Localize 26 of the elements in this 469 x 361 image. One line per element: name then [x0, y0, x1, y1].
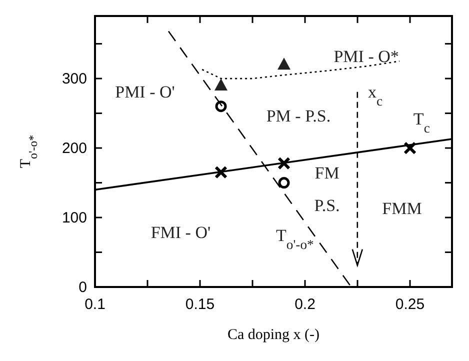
y-tick-label: 300 — [62, 70, 87, 88]
y-tick-label: 200 — [62, 140, 87, 158]
annotation: PM - P.S. — [266, 106, 331, 126]
point — [278, 58, 290, 70]
annotation: FM — [314, 164, 340, 183]
x-tick-label: 0.15 — [185, 296, 215, 313]
annotation: P.S. — [314, 196, 340, 216]
point — [278, 156, 290, 170]
point — [215, 100, 227, 112]
annotation: FMM — [382, 198, 422, 218]
y-tick-label: 0 — [78, 279, 87, 296]
x-tick-label: 0.1 — [84, 296, 106, 313]
annotation: T$_{c}$ — [413, 109, 430, 135]
point — [214, 78, 228, 90]
x-tick-label: 0.25 — [395, 296, 425, 313]
point — [214, 166, 228, 179]
x-axis-title: Ca doping x (-) — [227, 327, 320, 343]
annotation: FMI - O' — [150, 223, 211, 242]
annotation: x$_{c}$ — [368, 82, 383, 108]
annotation: T$_{o'-o*}$ — [276, 226, 314, 252]
annotation: PMI - O' — [115, 82, 175, 102]
y-tick-label: 100 — [62, 210, 87, 227]
annotation: PMI - O* — [334, 47, 399, 66]
point — [404, 142, 416, 155]
point — [278, 177, 290, 189]
x-tick-label: 0.2 — [294, 296, 316, 313]
